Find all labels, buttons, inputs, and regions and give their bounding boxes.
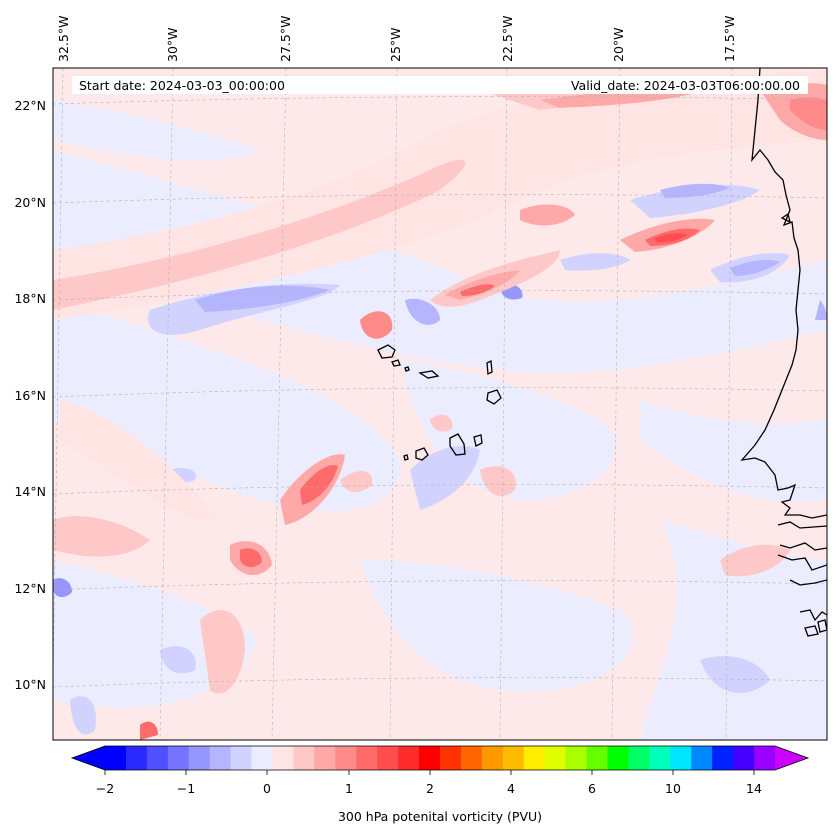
lon-label-22-5w: 22.5°W [500, 16, 515, 62]
colorbar-segment [314, 746, 336, 770]
colorbar-segment [146, 746, 169, 770]
colorbar-segment [754, 746, 776, 770]
colorbar-segment [230, 746, 253, 770]
colorbar-tick-label: −1 [177, 781, 195, 796]
colorbar: −2 −1 0 1 2 4 6 10 14 300 hPa potenital … [70, 745, 810, 824]
colorbar-under-arrow [72, 746, 105, 770]
date-info-box: Start date: 2024-03-03_00:00:00 Valid_da… [72, 76, 808, 94]
colorbar-tick-label: 0 [263, 781, 271, 796]
positive-pv-cores [53, 204, 790, 740]
colorbar-segment [167, 746, 190, 770]
colorbar-segment [419, 746, 441, 770]
longitude-labels: 32.5°W 30°W 27.5°W 25°W 22.5°W 20°W 17.5… [56, 16, 737, 62]
colorbar-segment [460, 746, 483, 770]
colorbar-segments [105, 746, 776, 770]
colorbar-segment [335, 746, 357, 770]
colorbar-segment [523, 746, 546, 770]
colorbar-segment [440, 746, 462, 770]
colorbar-segment [628, 746, 650, 770]
african-coastline [740, 68, 827, 637]
colorbar-tick-label: 4 [507, 781, 515, 796]
lat-label-18n: 18°N [14, 291, 46, 306]
colorbar-segment [356, 746, 378, 770]
colorbar-segment [712, 746, 734, 770]
colorbar-segment [544, 746, 567, 770]
colorbar-segment [565, 746, 588, 770]
lat-label-20n: 20°N [14, 195, 46, 210]
colorbar-tick-label: 2 [426, 781, 434, 796]
colorbar-segment [188, 746, 211, 770]
start-date-text: Start date: 2024-03-03_00:00:00 [79, 78, 285, 93]
lat-label-22n: 22°N [14, 98, 46, 113]
lat-label-14n: 14°N [14, 484, 46, 499]
valid-date-text: Valid_date: 2024-03-03T06:00:00.00 [571, 78, 800, 93]
latitude-labels: 22°N 20°N 18°N 16°N 14°N 12°N 10°N [14, 98, 46, 692]
lat-label-16n: 16°N [14, 388, 46, 403]
colorbar-segment [209, 746, 232, 770]
lon-label-32-5w: 32.5°W [56, 16, 71, 62]
map-frame [52, 67, 828, 741]
colorbar-segment [105, 746, 127, 770]
colorbar-tick-label: −2 [96, 781, 114, 796]
colorbar-segment [125, 746, 148, 770]
colorbar-segment [733, 746, 755, 770]
colorbar-tick-label: 1 [345, 781, 353, 796]
colorbar-segment [272, 746, 294, 770]
lon-label-27-5w: 27.5°W [278, 16, 293, 62]
colorbar-over-arrow [775, 746, 808, 770]
colorbar-segment [607, 746, 629, 770]
colorbar-segment [398, 746, 420, 770]
lat-label-10n: 10°N [14, 677, 46, 692]
date-info-background [72, 76, 808, 94]
colorbar-segment [251, 746, 273, 770]
lon-label-30w: 30°W [165, 27, 180, 62]
colorbar-title: 300 hPa potenital vorticity (PVU) [338, 809, 542, 824]
colorbar-segment [377, 746, 399, 770]
colorbar-segment [293, 746, 315, 770]
lon-label-25w: 25°W [388, 27, 403, 62]
colorbar-ticks [104, 770, 755, 775]
colorbar-tick-label: 14 [746, 781, 762, 796]
colorbar-segment [502, 746, 525, 770]
cape-verde-islands [377, 344, 502, 461]
lon-label-17-5w: 17.5°W [722, 16, 737, 62]
colorbar-segment [691, 746, 713, 770]
colorbar-tick-label: 6 [588, 781, 596, 796]
colorbar-tick-label: 10 [665, 781, 681, 796]
negative-pv-cores [53, 183, 827, 735]
colorbar-segment [670, 746, 692, 770]
map-panel [53, 68, 827, 740]
graticule [53, 68, 827, 740]
colorbar-tick-labels: −2 −1 0 1 2 4 6 10 14 [96, 781, 762, 796]
colorbar-segment [586, 746, 608, 770]
lon-label-20w: 20°W [611, 27, 626, 62]
colorbar-segment [649, 746, 671, 770]
colorbar-segment [481, 746, 504, 770]
lat-label-12n: 12°N [14, 581, 46, 596]
